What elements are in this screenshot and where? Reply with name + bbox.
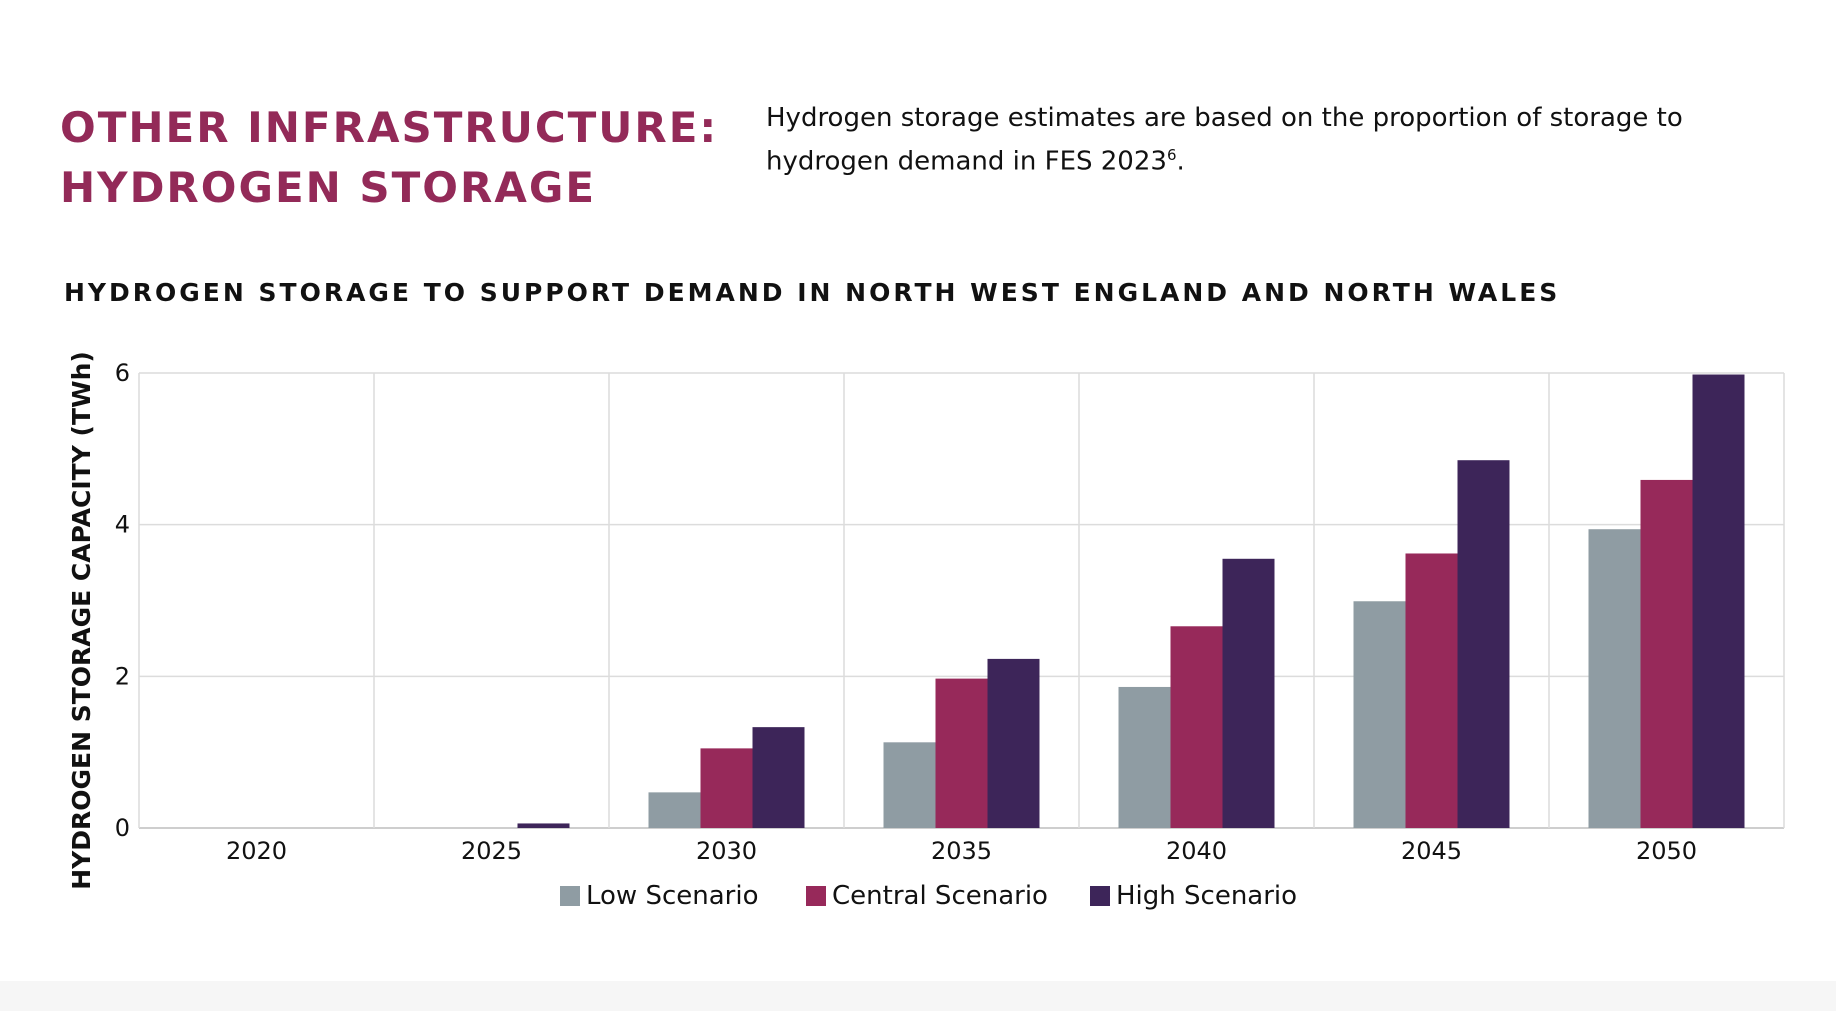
bar-2040-low-scenario (1118, 686, 1171, 828)
y-tick-label: 0 (115, 814, 130, 842)
bar-2050-low-scenario (1588, 529, 1641, 828)
intro-period: . (1176, 146, 1185, 177)
legend-swatch (806, 886, 826, 906)
axes: 2020 2025 2030 2035 2040 2045 2050 0 2 4 6 HYDROGEN… (67, 351, 1697, 890)
bar-2045-low-scenario (1353, 601, 1406, 828)
x-tick-label: 2035 (931, 837, 992, 865)
legend-swatch (560, 886, 580, 906)
bar-2025-high-scenario (517, 823, 570, 828)
x-tick-label: 2040 (1166, 837, 1227, 865)
x-tick-label: 2045 (1401, 837, 1462, 865)
legend-label: Low Scenario (586, 881, 759, 911)
bar-2045-central-scenario (1405, 553, 1458, 828)
bar-2040-high-scenario (1222, 558, 1275, 828)
legend: Low Scenario Central Scenario High Scenari… (560, 881, 1297, 911)
bar-2040-central-scenario (1170, 626, 1223, 828)
legend-swatch (1090, 886, 1110, 906)
footer-band (0, 981, 1836, 1011)
bar-2030-low-scenario (648, 792, 701, 828)
y-tick-label: 2 (115, 662, 130, 690)
bar-2035-high-scenario (987, 658, 1040, 828)
section-title-line-1: OTHER INFRASTRUCTURE: (60, 103, 719, 152)
y-axis-title: HYDROGEN STORAGE CAPACITY (TWh) (67, 351, 96, 890)
y-tick-label: 6 (115, 359, 130, 387)
bar-2030-high-scenario (752, 727, 805, 828)
x-tick-label: 2025 (461, 837, 522, 865)
bar-2050-high-scenario (1692, 374, 1745, 828)
section-title: OTHER INFRASTRUCTURE: HYDROGEN STORAGE (60, 98, 718, 218)
legend-label: Central Scenario (832, 881, 1048, 911)
x-tick-label: 2030 (696, 837, 757, 865)
bar-2030-central-scenario (700, 748, 753, 828)
bar-2045-high-scenario (1457, 460, 1510, 828)
intro-text: Hydrogen storage estimates are based on … (766, 100, 1806, 181)
chart-title: HYDROGEN STORAGE TO SUPPORT DEMAND IN NO… (64, 278, 1561, 307)
section-title-line-2: HYDROGEN STORAGE (60, 163, 597, 212)
footnote-marker: 6 (1166, 146, 1177, 164)
x-tick-label: 2050 (1636, 837, 1697, 865)
bar-2035-low-scenario (883, 742, 936, 828)
bars (517, 374, 1745, 828)
bar-2035-central-scenario (935, 678, 988, 828)
intro-body: Hydrogen storage estimates are based on … (766, 103, 1683, 177)
bar-2050-central-scenario (1640, 479, 1693, 828)
gridlines (138, 372, 1785, 829)
legend-label: High Scenario (1116, 881, 1297, 911)
x-tick-label: 2020 (226, 837, 287, 865)
y-tick-label: 4 (115, 511, 130, 539)
